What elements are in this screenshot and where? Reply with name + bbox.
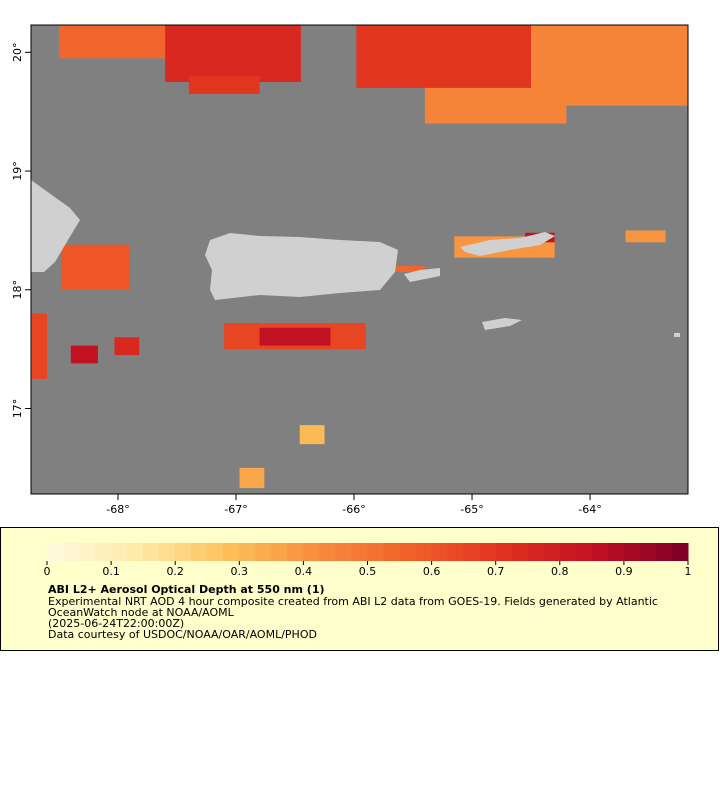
aod-patch xyxy=(389,266,425,272)
aod-patch xyxy=(259,327,331,346)
colorbar-cell xyxy=(303,543,320,561)
x-tick-label: -65° xyxy=(460,503,483,516)
colorbar-cell xyxy=(591,543,609,561)
colorbar-tick-label: 0.9 xyxy=(615,565,633,578)
aod-patch xyxy=(165,25,301,82)
colorbar-cell xyxy=(463,543,481,561)
virgin-islands xyxy=(460,232,555,256)
x-tick-label: -67° xyxy=(224,503,247,516)
colorbar-cell xyxy=(111,543,128,561)
colorbar-cell xyxy=(47,543,64,561)
colorbar-cell xyxy=(399,543,417,561)
colorbar-cell xyxy=(191,543,208,561)
aod-patch xyxy=(299,425,325,445)
colorbar-cell xyxy=(63,543,80,561)
colorbar-tick-label: 0.3 xyxy=(231,565,249,578)
colorbar-cell xyxy=(335,543,352,561)
colorbar-cell xyxy=(671,543,689,561)
colorbar-cell xyxy=(287,543,304,561)
legend-title: ABI L2+ Aerosol Optical Depth at 550 nm … xyxy=(48,583,325,596)
colorbar-cell xyxy=(447,543,465,561)
colorbar-cell xyxy=(623,543,641,561)
vieques xyxy=(404,268,440,282)
x-tick-label: -64° xyxy=(578,503,601,516)
colorbar-cell xyxy=(543,543,561,561)
colorbar-cell xyxy=(175,543,192,561)
legend-line: Data courtesy of USDOC/NOAA/OAR/AOML/PHO… xyxy=(48,628,317,641)
colorbar-cell xyxy=(143,543,160,561)
colorbar-cell xyxy=(351,543,368,561)
colorbar-tick-label: 0.5 xyxy=(359,565,377,578)
colorbar-cell xyxy=(319,543,336,561)
islet xyxy=(674,333,680,337)
colorbar-cell xyxy=(239,543,256,561)
puerto-rico xyxy=(205,233,398,300)
colorbar-cell xyxy=(495,543,513,561)
colorbar-cell xyxy=(639,543,657,561)
colorbar-cell xyxy=(511,543,529,561)
colorbar-tick-label: 0.1 xyxy=(102,565,120,578)
colorbar-cell xyxy=(207,543,224,561)
colorbar-tick-label: 0.6 xyxy=(423,565,441,578)
legend-line: (2025-06-24T22:00:00Z) xyxy=(48,617,184,630)
colorbar-cell xyxy=(255,543,272,561)
y-tick-label: 17° xyxy=(11,399,24,419)
colorbar-cell xyxy=(479,543,497,561)
colorbar-tick-label: 0.4 xyxy=(295,565,313,578)
colorbar-cell xyxy=(367,543,385,561)
colorbar-cell xyxy=(431,543,449,561)
legend-line: OceanWatch node at NOAA/AOML xyxy=(48,606,235,619)
aod-patch xyxy=(31,313,48,379)
aod-patch xyxy=(424,87,567,124)
colorbar-cell xyxy=(527,543,545,561)
aod-patch xyxy=(239,467,265,489)
colorbar-cell xyxy=(271,543,288,561)
st-croix xyxy=(482,318,522,330)
colorbar-cell xyxy=(383,543,401,561)
colorbar-cell xyxy=(559,543,577,561)
aod-patch xyxy=(58,25,166,59)
x-tick-label: -66° xyxy=(342,503,365,516)
colorbar-cell xyxy=(159,543,176,561)
map-frame xyxy=(30,24,689,495)
colorbar-tick-label: 0 xyxy=(44,565,51,578)
aod-patch xyxy=(625,230,666,243)
colorbar-cell xyxy=(223,543,240,561)
x-tick-label: -68° xyxy=(106,503,129,516)
colorbar-tick-label: 0.8 xyxy=(551,565,569,578)
colorbar-cell xyxy=(127,543,144,561)
land xyxy=(31,180,680,337)
colorbar-cell xyxy=(607,543,625,561)
colorbar-cell xyxy=(95,543,112,561)
colorbar-tick-label: 0.2 xyxy=(166,565,184,578)
aod-patch xyxy=(61,244,130,290)
aod-patch xyxy=(114,337,140,356)
colorbar-cell xyxy=(79,543,96,561)
colorbar-cell xyxy=(415,543,433,561)
aod-patch xyxy=(70,345,98,364)
colorbar-cell xyxy=(655,543,673,561)
colorbar-cell xyxy=(575,543,593,561)
aod-patch xyxy=(356,25,532,88)
colorbar-tick-label: 0.7 xyxy=(487,565,505,578)
y-tick-label: 20° xyxy=(11,43,24,63)
legend-line: Experimental NRT AOD 4 hour composite cr… xyxy=(48,595,658,608)
y-tick-label: 19° xyxy=(11,161,24,181)
y-tick-label: 18° xyxy=(11,280,24,300)
aod-patch xyxy=(188,76,260,94)
colorbar-tick-label: 1 xyxy=(685,565,692,578)
hispaniola xyxy=(31,180,80,272)
